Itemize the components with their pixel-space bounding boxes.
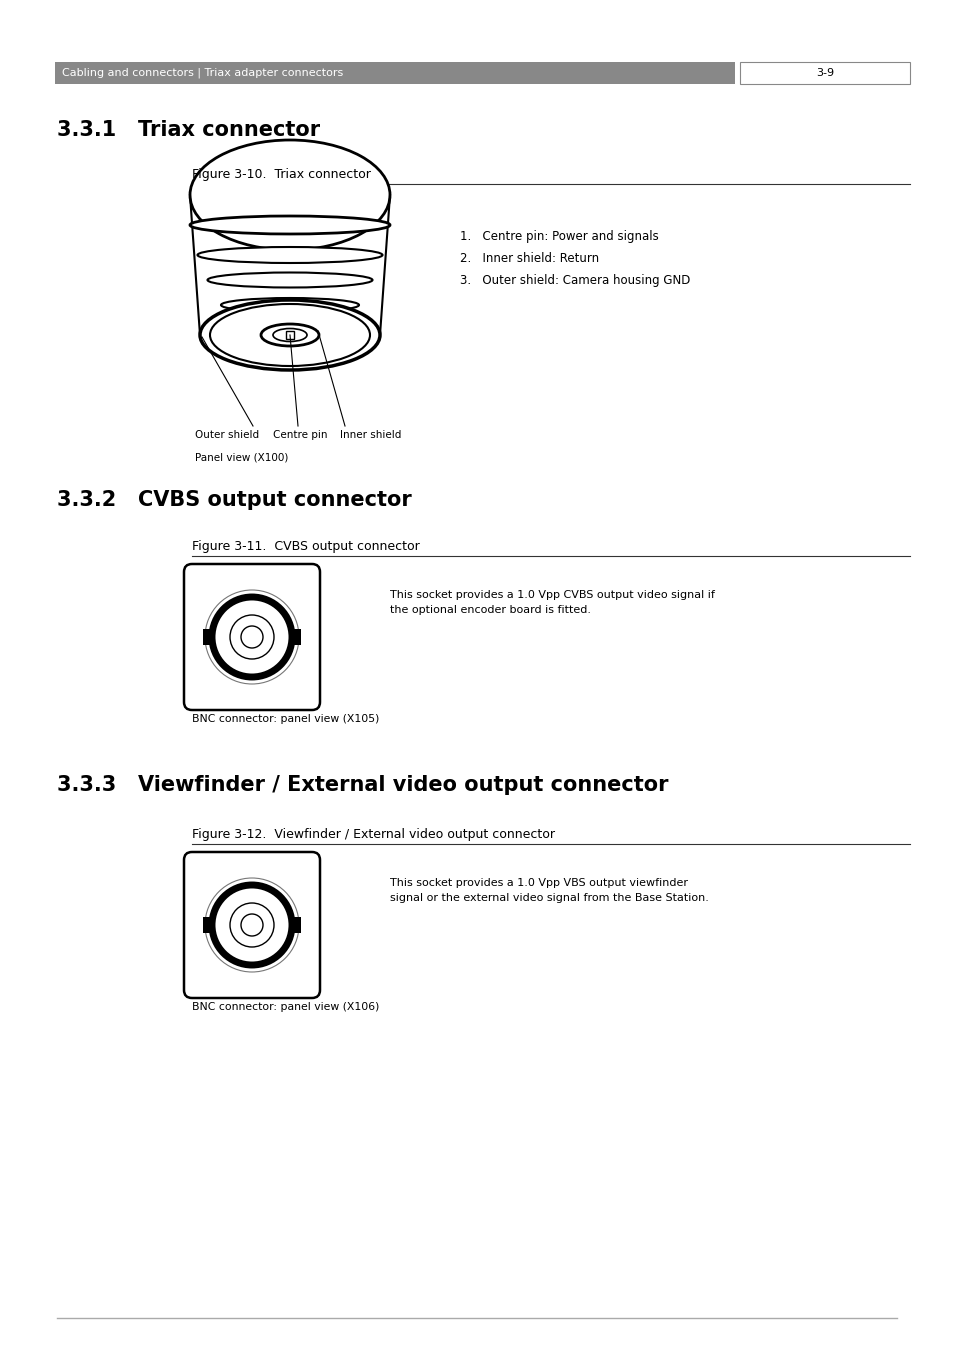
Ellipse shape (208, 273, 372, 288)
Bar (203, 630, 213, 644)
Text: 3.3.3   Viewfinder / External video output connector: 3.3.3 Viewfinder / External video output… (57, 775, 668, 794)
Circle shape (241, 915, 263, 936)
Text: BNC connector: panel view (X105): BNC connector: panel view (X105) (192, 713, 379, 724)
Ellipse shape (200, 300, 379, 370)
Bar (291, 630, 301, 644)
FancyBboxPatch shape (184, 852, 319, 998)
Bar (286, 331, 294, 339)
Circle shape (230, 615, 274, 659)
Bar (740, 62, 909, 84)
Text: BNC connector: panel view (X106): BNC connector: panel view (X106) (192, 1002, 379, 1012)
Text: 2.   Inner shield: Return: 2. Inner shield: Return (459, 253, 598, 265)
Text: 3-9: 3-9 (815, 68, 833, 78)
Ellipse shape (197, 247, 382, 263)
Ellipse shape (190, 216, 390, 234)
Ellipse shape (210, 304, 370, 366)
Ellipse shape (221, 299, 358, 312)
Text: 3.   Outer shield: Camera housing GND: 3. Outer shield: Camera housing GND (459, 274, 690, 286)
Text: Figure 3-12.  Viewfinder / External video output connector: Figure 3-12. Viewfinder / External video… (192, 828, 555, 842)
Text: 3.3.2   CVBS output connector: 3.3.2 CVBS output connector (57, 490, 412, 509)
Text: Figure 3-11.  CVBS output connector: Figure 3-11. CVBS output connector (192, 540, 419, 553)
Ellipse shape (190, 141, 390, 250)
Circle shape (230, 902, 274, 947)
Ellipse shape (261, 324, 318, 346)
Text: This socket provides a 1.0 Vpp CVBS output video signal if
the optional encoder : This socket provides a 1.0 Vpp CVBS outp… (390, 590, 714, 615)
Text: Cabling and connectors | Triax adapter connectors: Cabling and connectors | Triax adapter c… (62, 68, 343, 78)
Circle shape (212, 885, 292, 965)
Text: Centre pin: Centre pin (273, 430, 327, 440)
Text: Figure 3-10.  Triax connector: Figure 3-10. Triax connector (192, 168, 371, 181)
Circle shape (241, 626, 263, 648)
Bar (203, 917, 213, 934)
Text: 1.   Centre pin: Power and signals: 1. Centre pin: Power and signals (459, 230, 659, 243)
Bar (55, 62, 734, 84)
Ellipse shape (273, 328, 307, 342)
Text: 3.3.1   Triax connector: 3.3.1 Triax connector (57, 120, 320, 141)
Circle shape (212, 597, 292, 677)
FancyBboxPatch shape (184, 563, 319, 711)
Text: This socket provides a 1.0 Vpp VBS output viewfinder
signal or the external vide: This socket provides a 1.0 Vpp VBS outpu… (390, 878, 708, 902)
Bar (291, 917, 301, 934)
Text: Panel view (X100): Panel view (X100) (194, 453, 288, 462)
Text: Inner shield: Inner shield (339, 430, 401, 440)
Text: Outer shield: Outer shield (194, 430, 259, 440)
